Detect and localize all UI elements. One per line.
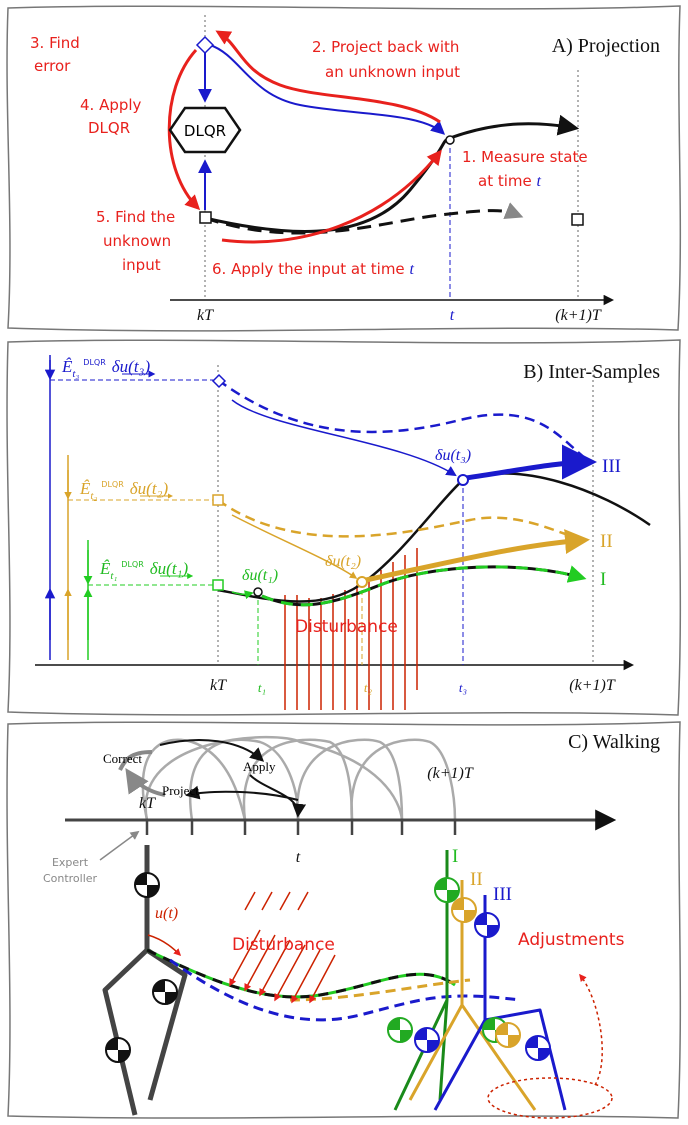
label: Controller: [43, 872, 98, 885]
label: t: [296, 849, 301, 866]
label: kT: [210, 677, 227, 694]
center-of-mass: [135, 873, 159, 897]
label: I: [452, 846, 458, 867]
label: t₂: [364, 680, 373, 695]
label: 6. Apply the input at time t: [212, 260, 414, 278]
shape: [254, 588, 262, 596]
label: u(t): [155, 905, 178, 922]
label: t: [450, 307, 455, 324]
label: 5. Find the: [96, 208, 175, 226]
center-of-mass: [452, 898, 476, 922]
shape: [200, 212, 211, 223]
label: A) Projection: [552, 35, 660, 57]
label: DLQR: [184, 122, 226, 140]
label: I: [600, 569, 606, 590]
label: III: [602, 456, 621, 477]
label: 3. Find: [30, 34, 80, 52]
center-of-mass: [106, 1038, 130, 1062]
center-of-mass: [153, 980, 177, 1004]
label: Correct: [103, 751, 142, 766]
label: 4. Apply: [80, 96, 142, 114]
label: δu(t₂): [325, 553, 361, 570]
label: Adjustments: [518, 930, 625, 950]
label: II: [600, 531, 613, 552]
label: input: [122, 256, 161, 274]
label: C) Walking: [568, 731, 660, 753]
label: DLQR: [88, 119, 130, 137]
label: kT: [139, 795, 156, 812]
label: kT: [197, 307, 214, 324]
shape: [446, 136, 454, 144]
shape: [458, 475, 468, 485]
label: B) Inter-Samples: [523, 361, 660, 383]
center-of-mass: [475, 913, 499, 937]
center-of-mass: [388, 1018, 412, 1042]
label: t₁: [258, 680, 266, 695]
label: Project: [162, 783, 199, 798]
shape: [7, 340, 680, 715]
center-of-mass: [415, 1028, 439, 1052]
label: t₃: [459, 680, 467, 695]
label: Apply: [243, 759, 276, 774]
diagram: A) Projection kT t (k+1)T DLQR 1. Measur…: [0, 0, 688, 1125]
panel-c: C) Walking Correct Project Apply kT (k+1…: [7, 722, 680, 1118]
label: (k+1)T: [569, 677, 616, 694]
label: III: [493, 884, 512, 905]
label: error: [34, 57, 71, 75]
label: (k+1)T: [555, 307, 602, 324]
shape: [213, 580, 223, 590]
shape: [572, 214, 583, 225]
panel-a: A) Projection kT t (k+1)T DLQR 1. Measur…: [7, 6, 680, 331]
panel-b: B) Inter-Samples Êt₃DLQRδu(t₃) Êt₂DLQRδu…: [7, 340, 680, 715]
label: Expert: [52, 856, 89, 869]
label: δu(t₃): [435, 447, 471, 464]
center-of-mass: [526, 1036, 550, 1060]
center-of-mass: [435, 878, 459, 902]
label: 2. Project back with: [312, 38, 459, 56]
center-of-mass: [496, 1023, 520, 1047]
label: an unknown input: [325, 63, 460, 81]
label: 1. Measure state: [462, 148, 588, 166]
shape: [213, 495, 223, 505]
label: unknown: [103, 232, 171, 250]
label: Disturbance: [295, 617, 398, 637]
shape: [7, 722, 680, 1118]
label: δu(t₁): [242, 567, 278, 584]
shape: [357, 577, 367, 587]
label: Disturbance: [232, 935, 335, 955]
label: at time t: [478, 172, 542, 190]
label: II: [470, 869, 483, 890]
label: (k+1)T: [427, 765, 474, 782]
